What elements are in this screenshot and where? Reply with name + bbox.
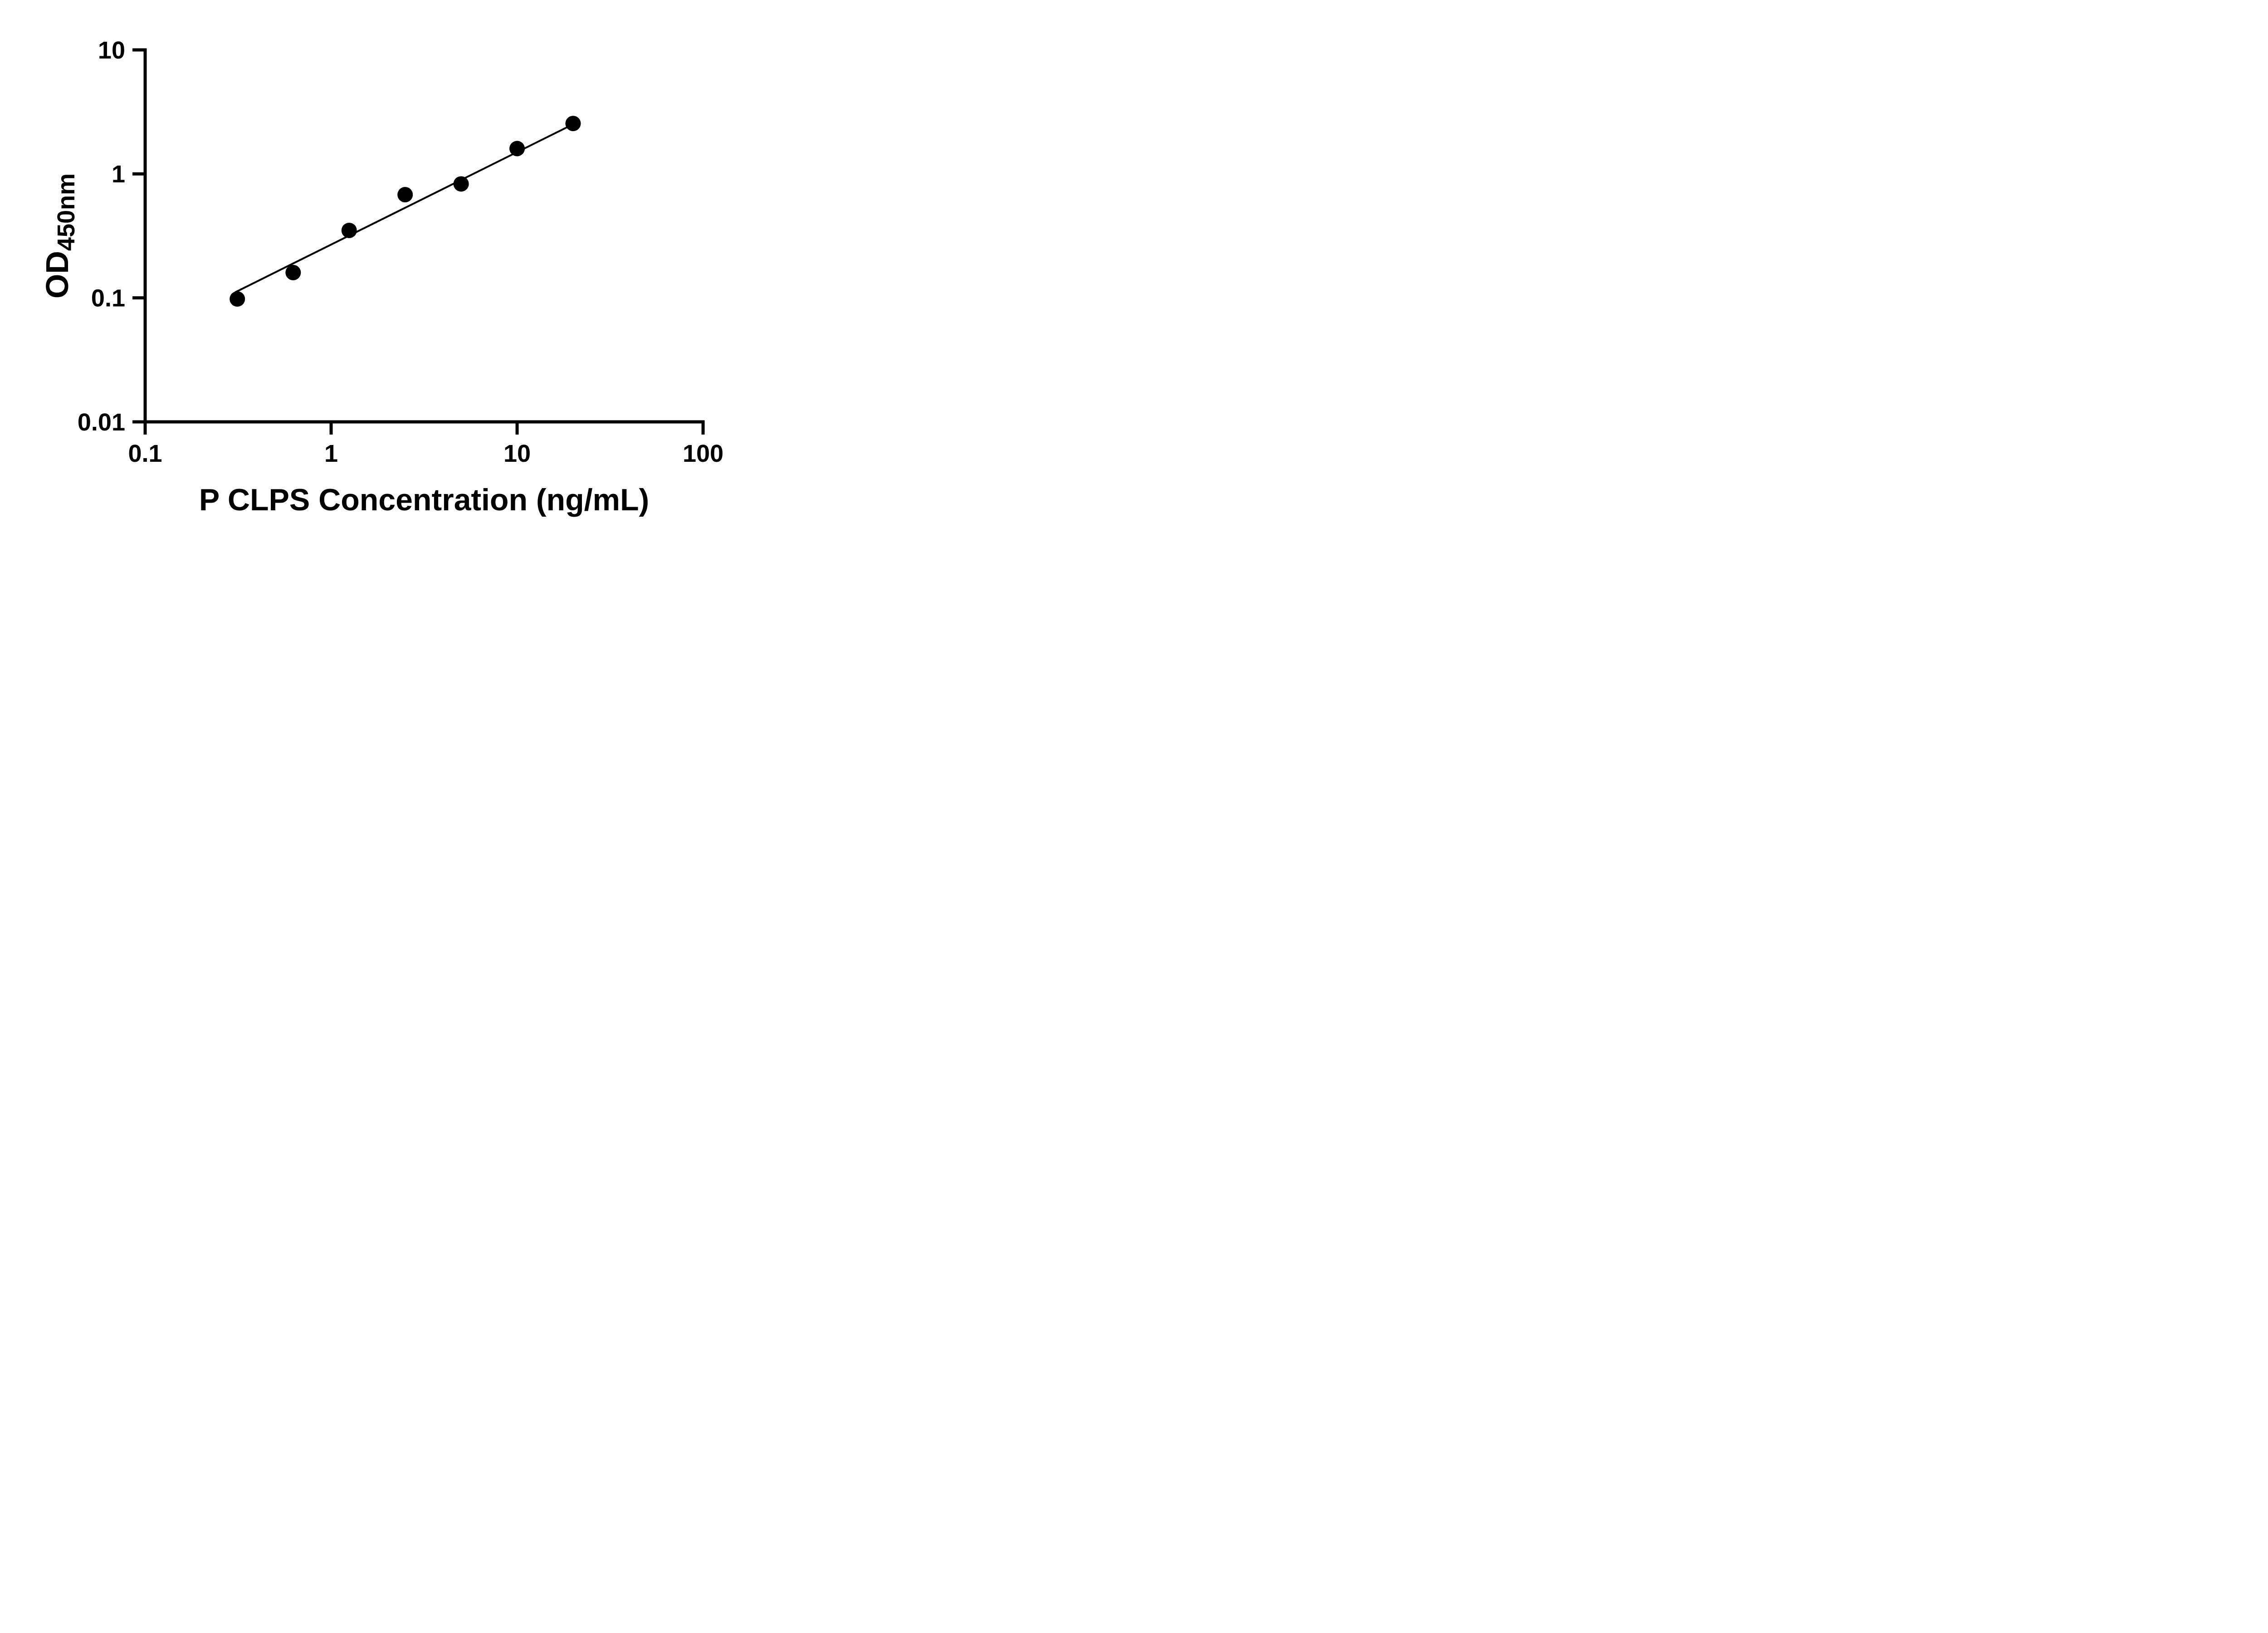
y-axis-title: OD450nm [39,173,80,298]
x-tick-label: 100 [683,440,723,467]
data-point [397,187,413,203]
x-axis-title: P CLPS Concentration (ng/mL) [199,483,649,517]
series-layer [230,116,581,307]
data-point [453,176,469,192]
y-axis-title-main: OD [39,251,75,298]
y-tick-label: 0.1 [91,285,125,312]
data-point [509,141,525,156]
x-tick-label: 10 [503,440,531,467]
x-tick-label: 1 [324,440,338,467]
data-point [230,291,245,307]
y-tick-label: 1 [112,161,125,188]
y-tick-label: 0.01 [78,409,125,436]
data-point [341,222,357,238]
y-axis-title-sub: 450nm [53,173,80,251]
data-point [565,116,581,132]
y-tick-label: 10 [98,37,125,64]
chart-page: 10 1 0.1 0.01 0.1 1 10 100 P CLPS Concentration… [0,0,774,544]
axes-layer [143,48,705,424]
ticks-layer [132,48,705,435]
x-tick-label: 0.1 [128,440,162,467]
data-point [285,264,301,280]
